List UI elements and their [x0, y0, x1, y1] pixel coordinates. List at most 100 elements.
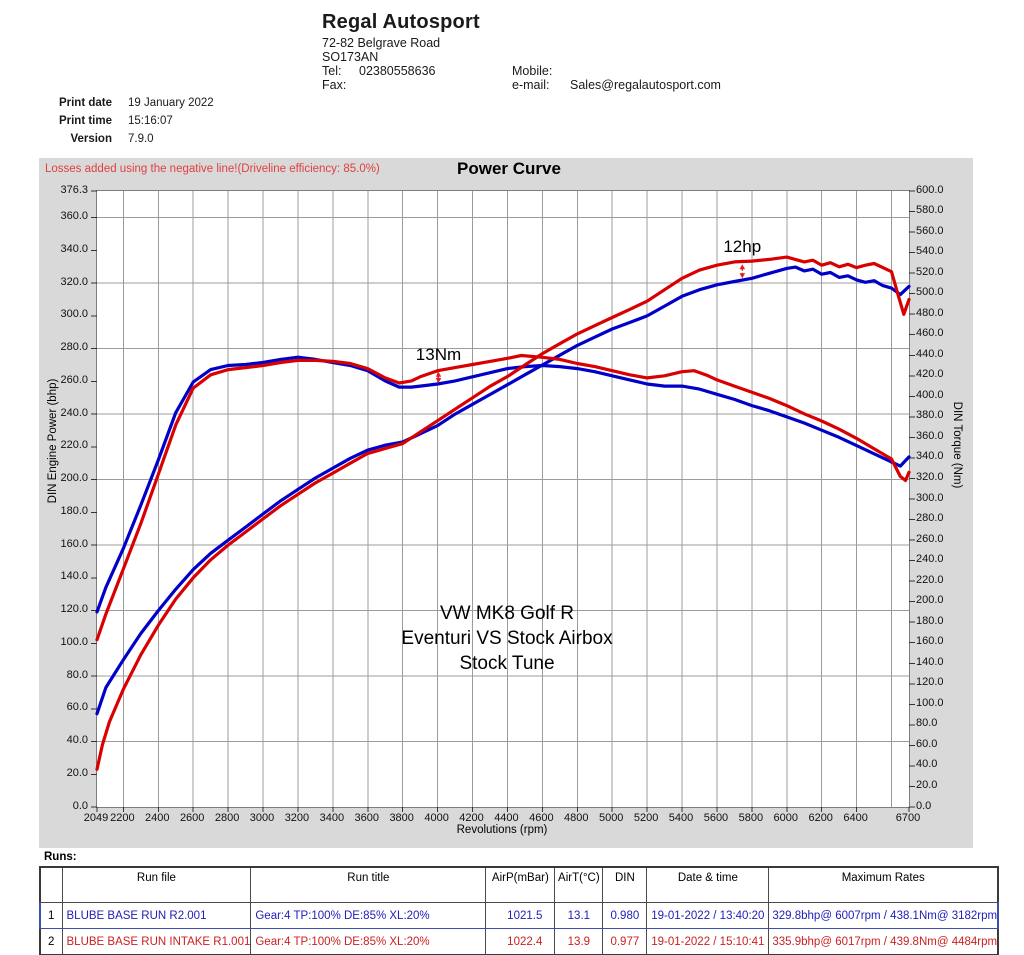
rpm-tick-label: 5800 [738, 812, 764, 824]
run-2-cell-6: 19-01-2022 / 15:10:41 [646, 928, 770, 955]
torque-tick-label: 160.0 [916, 635, 944, 648]
rpm-tick-label: 2600 [179, 812, 205, 824]
runs-header-2: Run title [250, 866, 487, 903]
run-1-cell-2: Gear:4 TP:100% DE:85% XL:20% [250, 902, 487, 929]
run-2-cell-4: 13.9 [554, 928, 604, 955]
torque-tick-label: 180.0 [916, 614, 944, 627]
torque-tick-label: 360.0 [916, 429, 944, 442]
torque-tick-label: 420.0 [916, 368, 944, 381]
rpm-tick-label: 2200 [110, 812, 135, 824]
run-row-2[interactable]: 2 BLUBE BASE RUN INTAKE R1.001 Gear:4 TP:1… [39, 928, 999, 955]
runs-header-4: AirT(°C) [554, 866, 604, 903]
power-tick-label: 320.0 [60, 275, 88, 288]
rpm-tick-label: 2049 [83, 812, 109, 824]
torque-tick-label: 220.0 [916, 573, 944, 586]
run-1-cell-7: 329.8bhp@ 6007rpm / 438.1Nm@ 3182rpm [768, 902, 1000, 929]
rpm-tick-label: 5200 [633, 812, 659, 824]
torque-tick-label: 80.0 [916, 717, 938, 730]
runs-header-5: DIN [602, 866, 648, 903]
power-tick-label: 300.0 [60, 308, 88, 321]
runs-header-3: AirP(mBar) [485, 866, 556, 903]
runs-table-header-row: Run file Run title AirP(mBar) AirT(°C) DIN Da… [39, 866, 999, 903]
rpm-axis-ticks: 2049 2200 2400 2600 2800 3000 3200 3400 3600 3800… [84, 158, 920, 848]
annotation-12hp-label: 12hp [723, 237, 762, 257]
torque-tick-label: 540.0 [916, 245, 944, 258]
rpm-tick-label: 6400 [843, 812, 868, 824]
torque-axis-ticks: 0.0 20.0 40.0 60.0 80.0 100.0 120.0 140.0 160.0 1… [916, 158, 972, 848]
power-tick-label: 20.0 [66, 766, 88, 779]
torque-tick-label: 500.0 [916, 286, 944, 299]
run-row-1[interactable]: 1 BLUBE BASE RUN R2.001 Gear:4 TP:100% DE:… [39, 902, 1000, 929]
power-tick-label: 260.0 [60, 373, 88, 386]
torque-tick-label: 380.0 [916, 409, 944, 422]
power-tick-label: 140.0 [60, 570, 88, 583]
torque-tick-label: 320.0 [916, 470, 944, 483]
torque-tick-label: 600.0 [916, 183, 944, 196]
rpm-tick-label: 2800 [214, 812, 240, 824]
annotation-13nm-label: 13Nm [415, 345, 462, 364]
run-1-cell-3: 1021.5 [485, 902, 556, 929]
torque-tick-label: 0.0 [916, 799, 932, 812]
rpm-tick-label: 3600 [354, 812, 380, 824]
power-tick-label: 40.0 [66, 734, 88, 747]
power-tick-label: 180.0 [60, 504, 88, 517]
runs-header-0 [39, 866, 63, 903]
torque-tick-label: 120.0 [916, 676, 944, 689]
curve-stock-power [95, 265, 911, 716]
rpm-tick-label: 6200 [808, 812, 833, 824]
losses-note: Losses added using the negative line!(Dr… [45, 163, 380, 175]
company-address-line1: 72-82 Belgrave Road [322, 36, 441, 50]
torque-tick-label: 480.0 [916, 306, 944, 319]
plot-area: VW MK8 Golf R Eventuri VS Stock Airbox S… [91, 190, 915, 812]
rpm-tick-label: 3200 [284, 812, 310, 824]
fax-label: Fax: [322, 78, 347, 92]
rpm-tick-label: 4000 [424, 812, 449, 824]
run-1-cell-5: 0.980 [602, 902, 648, 929]
tel-label: Tel: [322, 64, 342, 78]
power-tick-label: 100.0 [60, 635, 88, 648]
company-name: Regal Autosport [322, 11, 480, 33]
torque-tick-label: 440.0 [916, 347, 944, 360]
curve-stock-torque [95, 355, 911, 614]
rpm-tick-label: 3800 [389, 812, 414, 824]
rpm-tick-label: 5000 [598, 812, 624, 824]
power-tick-label: 360.0 [60, 210, 88, 223]
mobile-label: Mobile: [512, 64, 553, 78]
rpm-tick-label: 4800 [564, 812, 589, 824]
run-2-cell-2: Gear:4 TP:100% DE:85% XL:20% [250, 928, 487, 955]
torque-tick-label: 580.0 [916, 204, 944, 217]
email-label: e-mail: [512, 78, 550, 92]
print-date-value: 19 January 2022 [128, 97, 214, 109]
power-tick-label: 120.0 [60, 603, 88, 616]
power-tick-label: 280.0 [60, 341, 88, 354]
power-curve-chart: Losses added using the negative line!(Dr… [39, 158, 973, 848]
vehicle-label: VW MK8 Golf R Eventuri VS Stock Airbox S… [401, 601, 612, 676]
vehicle-label-line3: Stock Tune [459, 653, 555, 674]
rpm-tick-label: 4200 [459, 812, 484, 824]
power-axis-ticks: 0.0 20.0 40.0 60.0 80.0 100.0 120.0 140.0 160.0 1… [39, 158, 90, 848]
torque-tick-label: 520.0 [916, 265, 944, 278]
torque-tick-label: 200.0 [916, 594, 944, 607]
power-tick-label: 340.0 [60, 242, 88, 255]
run-2-cell-5: 0.977 [602, 928, 648, 955]
rpm-tick-label: 6000 [773, 812, 799, 824]
torque-tick-label: 240.0 [916, 553, 944, 566]
rpm-tick-label: 5600 [703, 812, 729, 824]
run-1-cell-0: 1 [39, 902, 63, 929]
torque-tick-label: 100.0 [916, 696, 944, 709]
torque-tick-label: 460.0 [916, 327, 944, 340]
rpm-tick-label: 3000 [249, 812, 275, 824]
runs-section-label: Runs: [44, 851, 77, 863]
rpm-tick-label: 4600 [529, 812, 554, 824]
torque-tick-label: 300.0 [916, 491, 944, 504]
rpm-tick-label: 5400 [668, 812, 694, 824]
power-axis-title: DIN Engine Power (bhp) [47, 378, 59, 504]
torque-tick-label: 140.0 [916, 655, 944, 668]
run-2-cell-7: 335.9bhp@ 6017rpm / 439.8Nm@ 4484rpm [768, 928, 999, 955]
runs-header-7: Maximum Rates [768, 866, 999, 903]
rpm-axis-title: Revolutions (rpm) [456, 824, 548, 836]
torque-tick-label: 560.0 [916, 224, 944, 237]
power-tick-label: 240.0 [60, 406, 88, 419]
power-tick-label: 80.0 [66, 668, 88, 681]
run-1-cell-4: 13.1 [554, 902, 604, 929]
